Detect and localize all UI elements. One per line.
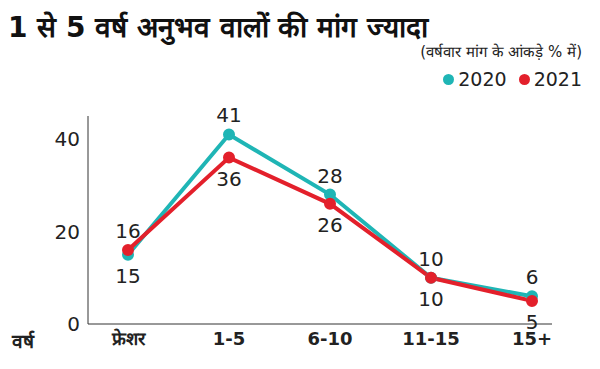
svg-text:10: 10 <box>418 287 443 311</box>
svg-text:10: 10 <box>418 247 443 271</box>
html-text:2020: 2020 <box>458 68 507 90</box>
svg-text:15+: 15+ <box>511 327 553 349</box>
svg-text:फ्रेशर: फ्रेशर <box>111 328 146 349</box>
svg-text:26: 26 <box>317 213 342 237</box>
svg-text:15: 15 <box>115 264 140 288</box>
svg-text:6: 6 <box>526 265 539 289</box>
svg-text:5: 5 <box>526 310 539 334</box>
svg-text:0: 0 <box>67 312 80 336</box>
html-text:2021: 2021 <box>533 68 582 90</box>
svg-text:41: 41 <box>216 103 241 127</box>
html-text:1 से 5 वर्ष अनुभव वालों की मां: 1 से 5 वर्ष अनुभव वालों की मांग ज्यादा <box>8 11 428 44</box>
svg-text:6-10: 6-10 <box>307 328 352 349</box>
svg-text:40: 40 <box>55 127 80 151</box>
svg-text:20: 20 <box>55 220 80 244</box>
html-text:वर्ष: वर्ष <box>12 330 34 352</box>
svg-text:28: 28 <box>317 164 342 188</box>
svg-text:16: 16 <box>115 219 140 243</box>
html-text:(वर्षवार मांग के आंकड़े % में): (वर्षवार मांग के आंकड़े % में) <box>420 43 582 61</box>
svg-text:36: 36 <box>216 167 241 191</box>
svg-text:1-5: 1-5 <box>213 328 246 349</box>
svg-text:11-15: 11-15 <box>402 328 460 349</box>
